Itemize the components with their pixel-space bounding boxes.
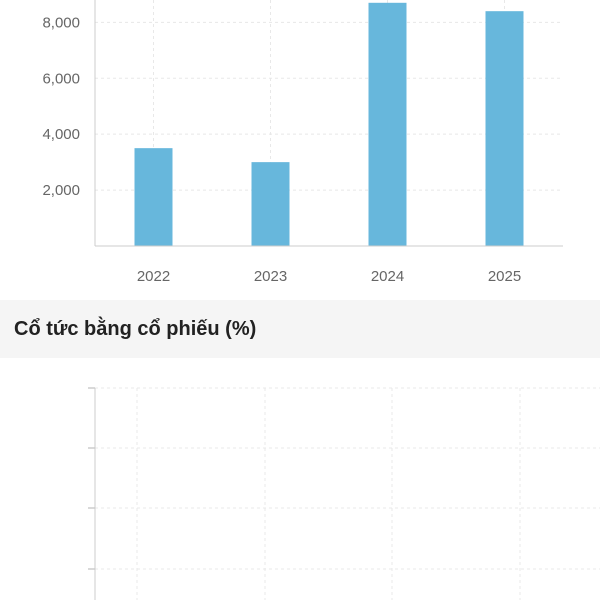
bar-chart: 2,000 4,000 6,000 8,000 2022 2023 2024 2025 [42,0,563,285]
bar-2023 [251,162,290,246]
x-tick-label: 2023 [254,268,287,285]
y-tick-label: 2,000 [42,182,80,199]
x-tick-label: 2022 [137,268,170,285]
grid-lines [95,387,600,600]
bars [134,2,524,246]
section-title: Cổ tức bằng cổ phiếu (%) [14,317,257,340]
empty-bar-chart [88,387,600,600]
bar-2025 [485,11,524,246]
x-tick-label: 2024 [371,268,404,285]
x-tick-labels: 2022 2023 2024 2025 [137,268,521,285]
bar-2024 [368,2,407,246]
y-tick-label: 6,000 [42,70,80,87]
section-header: Cổ tức bằng cổ phiếu (%) [0,300,600,358]
y-tick-marks [88,387,95,570]
y-tick-label: 8,000 [42,14,80,31]
x-tick-label: 2025 [488,268,521,285]
bar-2022 [134,148,173,246]
y-tick-labels: 2,000 4,000 6,000 8,000 [42,14,80,199]
y-tick-label: 4,000 [42,126,80,143]
